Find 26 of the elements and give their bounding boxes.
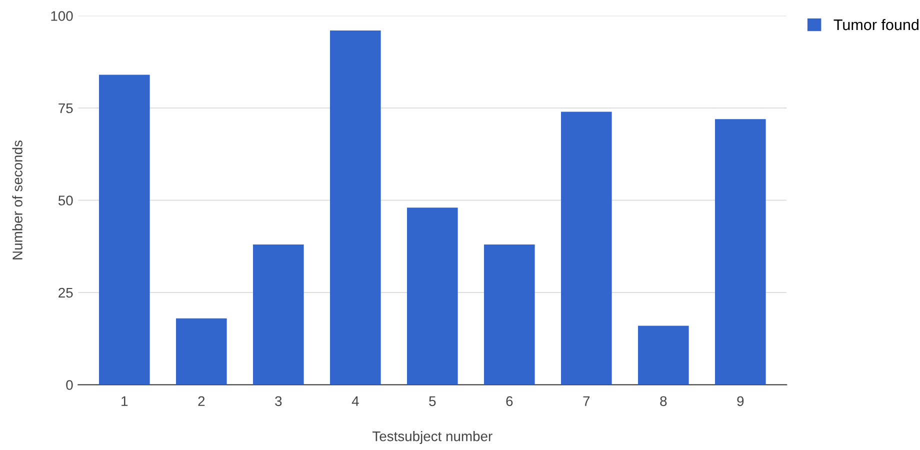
y-tick-label: 0 — [66, 380, 73, 390]
x-tick-label: 8 — [660, 396, 667, 406]
y-tick-label: 75 — [58, 103, 73, 114]
bar — [714, 119, 766, 385]
x-axis-title: Testsubject number — [372, 431, 492, 444]
x-tick-label: 7 — [583, 396, 590, 406]
y-tick-label: 25 — [58, 288, 73, 298]
bar — [176, 318, 227, 385]
bar — [406, 208, 458, 385]
legend-label: Tumor found — [834, 18, 918, 30]
bar — [484, 244, 535, 385]
bar — [638, 326, 689, 385]
x-tick-label: 5 — [429, 396, 436, 406]
bar — [330, 30, 381, 385]
bar — [98, 74, 150, 385]
bar — [560, 112, 612, 385]
x-tick-label: 4 — [352, 396, 359, 406]
x-tick-label: 1 — [122, 396, 128, 406]
y-axis-title: Number of seconds — [12, 140, 22, 260]
x-tick-label: 3 — [275, 396, 282, 406]
bar — [252, 244, 304, 385]
x-tick-label: 6 — [506, 396, 513, 406]
y-tick-label: 50 — [58, 196, 73, 206]
x-tick-label: 2 — [198, 396, 205, 406]
x-tick-label: 9 — [737, 396, 744, 406]
y-tick-label: 100 — [51, 11, 73, 21]
